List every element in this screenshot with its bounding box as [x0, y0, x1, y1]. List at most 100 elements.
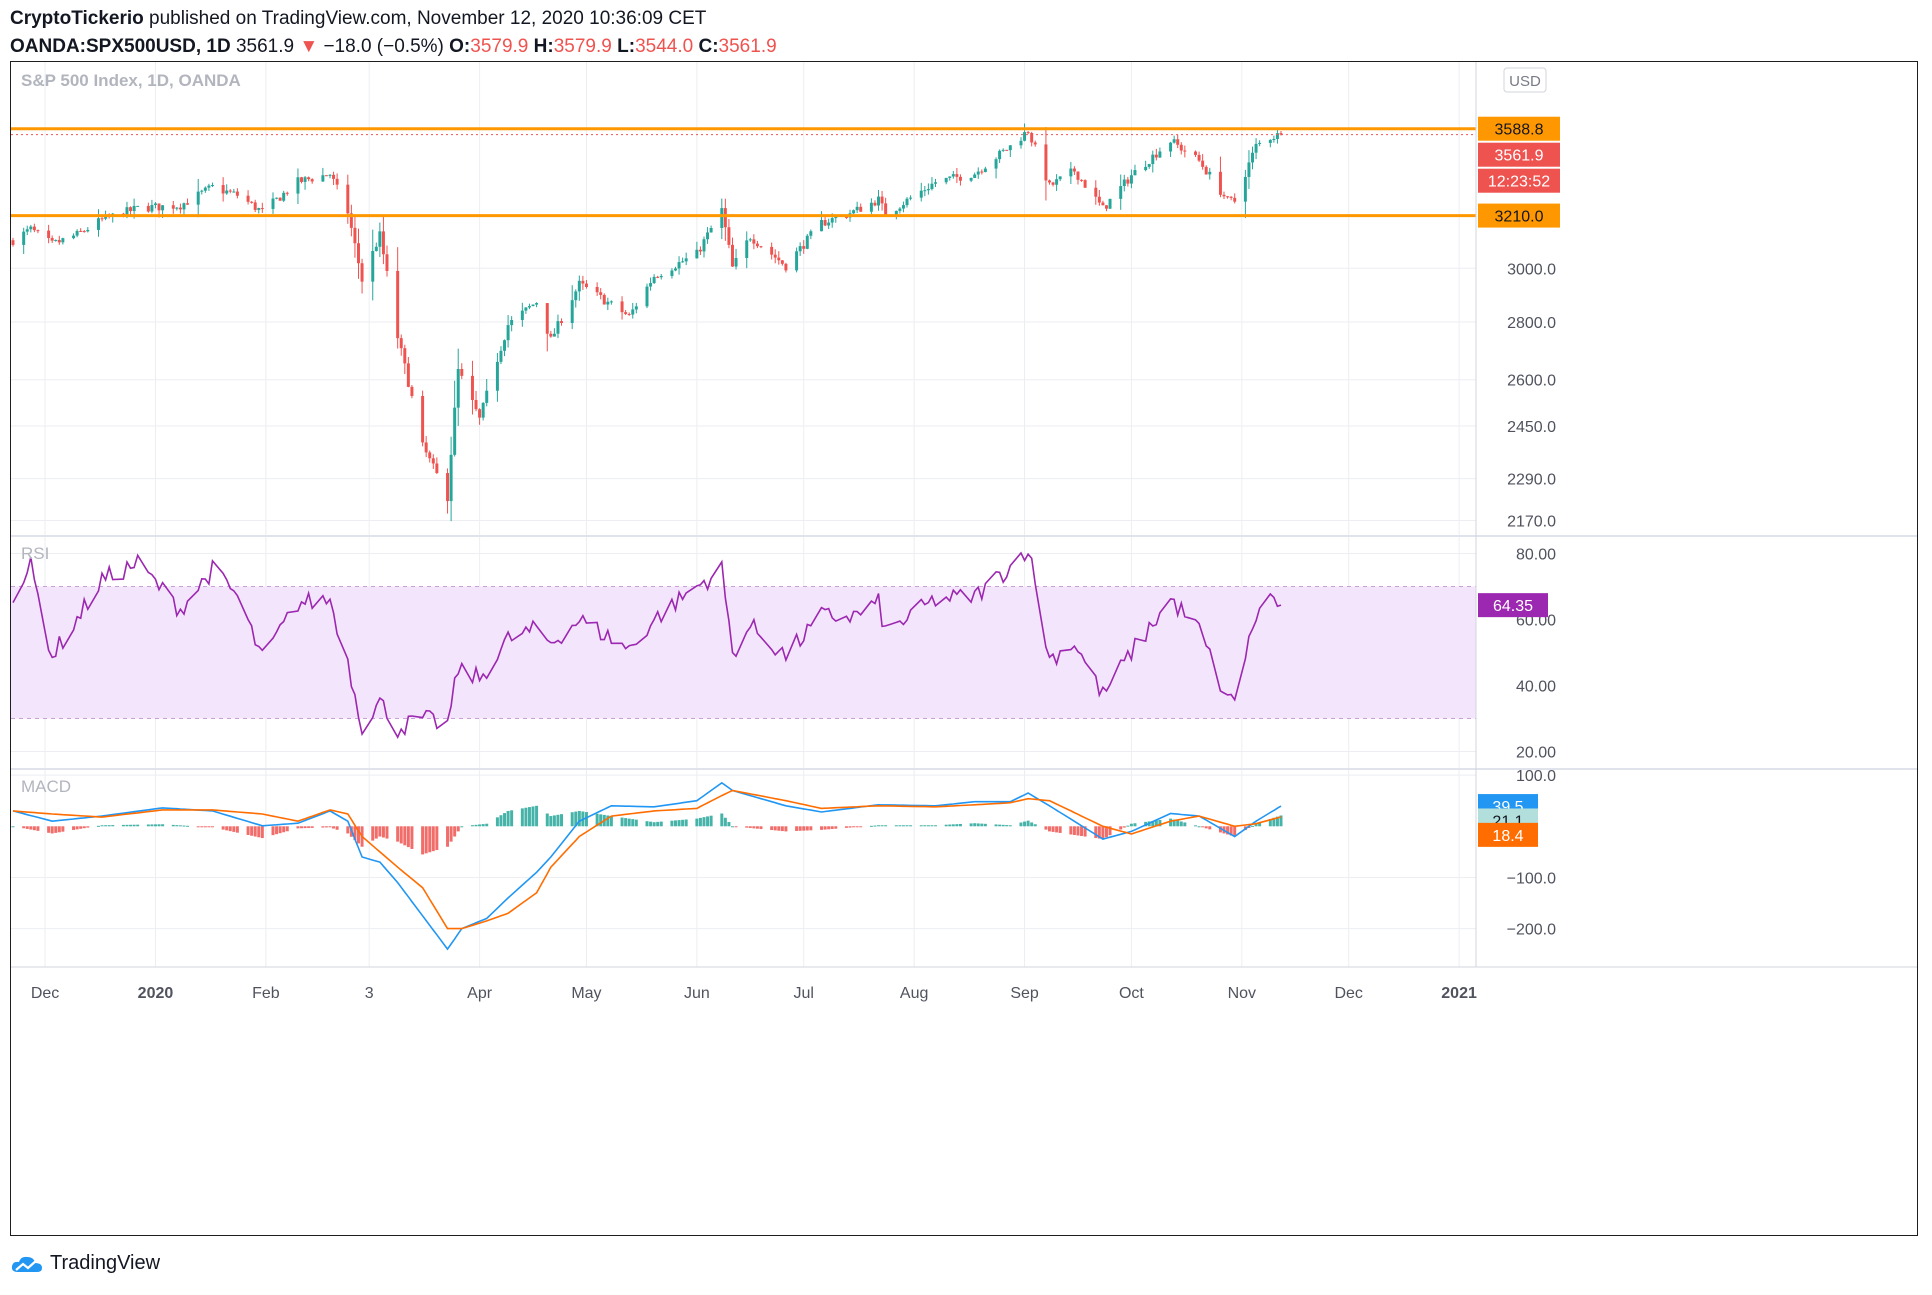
candle-body[interactable]: [470, 375, 474, 401]
candle-body[interactable]: [235, 191, 239, 196]
candle-body[interactable]: [734, 258, 738, 267]
candle-body[interactable]: [1183, 150, 1187, 152]
candle-body[interactable]: [795, 251, 799, 271]
candle-body[interactable]: [951, 174, 955, 177]
candle-body[interactable]: [1072, 168, 1076, 172]
candle-body[interactable]: [456, 369, 460, 408]
candle-body[interactable]: [1279, 133, 1283, 135]
candle-body[interactable]: [584, 283, 588, 288]
candle-body[interactable]: [1151, 154, 1155, 165]
candle-body[interactable]: [1176, 139, 1180, 145]
candle-body[interactable]: [1218, 171, 1222, 195]
candle-body[interactable]: [709, 227, 713, 233]
candle-body[interactable]: [54, 239, 58, 241]
candle-body[interactable]: [32, 226, 36, 231]
candle-body[interactable]: [1058, 176, 1062, 180]
candle-body[interactable]: [346, 184, 350, 214]
candle-body[interactable]: [136, 205, 140, 207]
candle-body[interactable]: [510, 319, 514, 326]
candle-body[interactable]: [609, 301, 613, 303]
candle-body[interactable]: [50, 238, 54, 241]
candle-body[interactable]: [25, 229, 29, 232]
candle-body[interactable]: [282, 192, 286, 201]
publisher-name[interactable]: CryptoTickerio: [10, 8, 144, 29]
candle-body[interactable]: [577, 280, 581, 292]
rsi-pane[interactable]: [12, 551, 1282, 739]
candle-body[interactable]: [624, 312, 628, 314]
candle-body[interactable]: [1005, 149, 1009, 151]
candle-body[interactable]: [410, 386, 414, 397]
candle-body[interactable]: [328, 174, 332, 176]
candle-body[interactable]: [659, 276, 663, 278]
candle-body[interactable]: [898, 208, 902, 211]
candle-body[interactable]: [645, 286, 649, 307]
candle-body[interactable]: [1251, 152, 1254, 163]
candle-body[interactable]: [1154, 154, 1158, 158]
candle-body[interactable]: [406, 363, 410, 387]
candle-body[interactable]: [1097, 196, 1101, 203]
candle-body[interactable]: [285, 192, 289, 194]
candle-body[interactable]: [22, 231, 26, 245]
candle-body[interactable]: [930, 183, 934, 190]
candle-body[interactable]: [531, 304, 535, 307]
macd-line[interactable]: [12, 781, 1282, 951]
candle-body[interactable]: [61, 238, 65, 243]
candle-body[interactable]: [300, 177, 303, 182]
candle-body[interactable]: [307, 177, 311, 180]
candle-body[interactable]: [1144, 166, 1148, 171]
candle-body[interactable]: [495, 361, 499, 391]
candle-body[interactable]: [869, 202, 873, 212]
candle-body[interactable]: [1268, 139, 1272, 143]
candle-body[interactable]: [855, 206, 859, 211]
candle-body[interactable]: [1023, 132, 1027, 141]
candle-body[interactable]: [923, 190, 927, 192]
candle-body[interactable]: [29, 226, 33, 230]
candle-body[interactable]: [503, 340, 507, 351]
candle-body[interactable]: [321, 175, 325, 182]
candle-body[interactable]: [82, 231, 86, 233]
candle-body[interactable]: [944, 177, 948, 183]
candle-body[interactable]: [86, 229, 90, 232]
candle-body[interactable]: [773, 254, 777, 258]
candle-body[interactable]: [296, 177, 300, 194]
candle-body[interactable]: [171, 205, 175, 209]
candle-body[interactable]: [620, 301, 624, 313]
candle-body[interactable]: [983, 168, 987, 173]
candle-body[interactable]: [631, 309, 635, 315]
candle-body[interactable]: [1108, 198, 1112, 209]
candle-body[interactable]: [335, 178, 339, 185]
candle-body[interactable]: [96, 218, 100, 230]
candle-body[interactable]: [627, 313, 631, 315]
candle-body[interactable]: [1158, 151, 1162, 158]
candle-body[interactable]: [79, 230, 83, 232]
candle-body[interactable]: [560, 321, 564, 324]
candle-body[interactable]: [955, 174, 959, 177]
candle-body[interactable]: [1069, 168, 1073, 177]
signal-line[interactable]: [12, 789, 1282, 930]
candle-body[interactable]: [556, 321, 560, 334]
candle-body[interactable]: [225, 190, 229, 194]
candle-body[interactable]: [919, 190, 923, 198]
candle-body[interactable]: [499, 350, 503, 362]
candle-body[interactable]: [723, 208, 727, 228]
candle-body[interactable]: [873, 202, 877, 206]
candle-body[interactable]: [520, 310, 524, 320]
candle-body[interactable]: [809, 231, 813, 236]
candle-body[interactable]: [175, 207, 179, 209]
candle-body[interactable]: [310, 179, 314, 182]
candle-body[interactable]: [210, 185, 214, 187]
candle-body[interactable]: [994, 159, 998, 169]
candle-body[interactable]: [877, 196, 881, 206]
candle-body[interactable]: [250, 201, 254, 203]
candle-body[interactable]: [745, 240, 749, 259]
candle-body[interactable]: [1055, 179, 1059, 185]
candle-body[interactable]: [706, 232, 710, 240]
candle-body[interactable]: [527, 306, 531, 308]
candle-body[interactable]: [178, 207, 182, 210]
candle-body[interactable]: [674, 268, 677, 271]
candle-body[interactable]: [805, 235, 809, 249]
candle-body[interactable]: [852, 210, 856, 214]
candle-body[interactable]: [1229, 196, 1233, 198]
candle-body[interactable]: [681, 261, 685, 263]
candle-body[interactable]: [381, 231, 385, 255]
